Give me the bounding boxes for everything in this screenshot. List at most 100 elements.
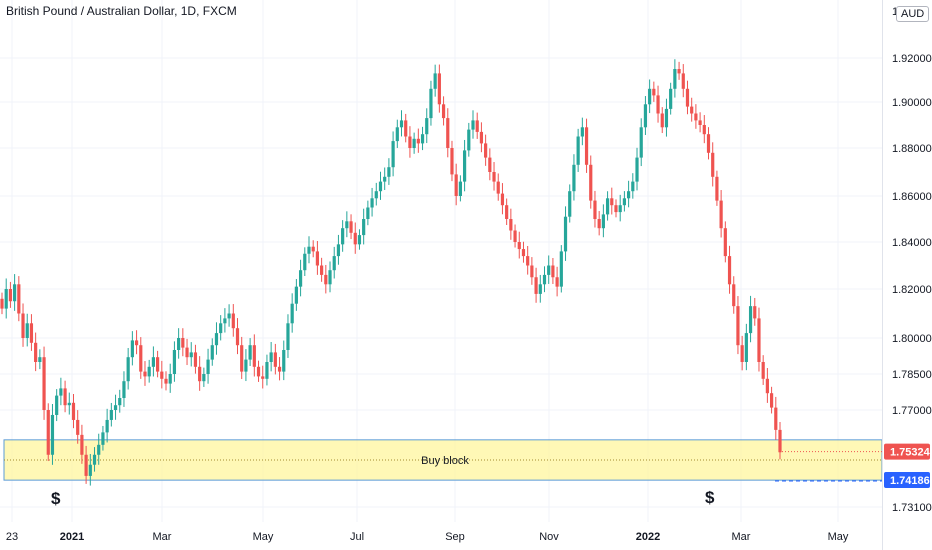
candle-body	[13, 284, 17, 302]
candle-body	[71, 402, 76, 420]
x-tick-label: 2022	[636, 531, 660, 543]
candle-body	[736, 306, 740, 346]
candle-body	[563, 216, 568, 252]
candle-body	[437, 73, 441, 105]
candle-body	[526, 256, 530, 266]
y-tick-label: 1.77000	[892, 405, 932, 417]
time-axis[interactable]: 23 2021 Mar May Jul Sep Nov 2022 Mar May	[6, 531, 849, 543]
candle-body	[719, 200, 723, 229]
candle-body	[622, 198, 626, 206]
candle-body	[614, 205, 618, 213]
candle-body	[416, 138, 420, 144]
dollar-marker-1: $	[51, 489, 61, 508]
candle-body	[269, 352, 273, 362]
candle-body	[362, 219, 366, 236]
candle-body	[55, 395, 59, 415]
candle-body	[151, 357, 155, 367]
candle-body	[542, 274, 547, 285]
candle-body	[294, 286, 298, 304]
candle-body	[660, 113, 664, 128]
candle-body	[702, 125, 706, 135]
candle-body	[711, 152, 715, 177]
candle-body	[324, 274, 328, 285]
candle-body	[769, 393, 774, 408]
candle-body	[391, 141, 395, 168]
candle-body	[559, 251, 563, 287]
candle-body	[462, 150, 467, 182]
candle-body	[580, 127, 584, 137]
candle-body	[471, 120, 475, 130]
candle-body	[673, 69, 677, 89]
candle-body	[139, 345, 143, 372]
candle-body	[42, 357, 46, 410]
candle-body	[320, 265, 324, 275]
y-tick-label: 1.82000	[892, 284, 932, 296]
y-tick-label: 1.78500	[892, 369, 932, 381]
candle-body	[118, 398, 122, 406]
candle-body	[210, 345, 214, 360]
candle-body	[732, 284, 736, 307]
candle-body	[248, 345, 252, 360]
candle-body	[383, 176, 387, 182]
candle-body	[399, 120, 404, 128]
candle-body	[134, 340, 139, 346]
candle-body	[740, 345, 744, 362]
candle-body	[101, 432, 105, 445]
candle-body	[181, 338, 185, 348]
candle-body	[420, 134, 425, 144]
candle-body	[0, 298, 4, 309]
candle-body	[425, 118, 429, 135]
candle-body	[631, 181, 635, 192]
candle-body	[551, 265, 555, 278]
candle-body	[256, 366, 261, 377]
candle-body	[25, 323, 29, 338]
price-axis[interactable]: 1.92000 1.90000 1.88000 1.86000 1.84000 1.820…	[892, 53, 932, 514]
y-tick-label: 1.92000	[892, 53, 932, 65]
chart-title: British Pound / Australian Dollar, 1D, F…	[6, 4, 237, 18]
candle-body	[513, 230, 517, 242]
last-price-label: 1.75324	[890, 447, 931, 459]
candle-body	[17, 284, 21, 314]
candle-body	[568, 191, 572, 217]
candle-body	[555, 277, 559, 287]
x-tick-label: Mar	[732, 531, 751, 543]
candle-body	[610, 198, 614, 206]
y-tick-label: 1.80000	[892, 333, 932, 345]
candle-body	[450, 148, 454, 175]
candle-body	[479, 131, 484, 144]
candle-body	[669, 88, 673, 109]
candle-body	[685, 88, 690, 107]
candle-body	[345, 221, 349, 229]
candle-body	[484, 143, 488, 158]
grid-lines	[0, 0, 882, 522]
candle-body	[223, 318, 227, 324]
candle-body	[395, 127, 399, 142]
candle-body	[214, 333, 219, 346]
candle-body	[378, 181, 383, 192]
candle-body	[63, 388, 67, 406]
top-scale-label: 1	[892, 6, 898, 18]
x-tick-label: 23	[6, 531, 18, 543]
candle-body	[761, 362, 765, 379]
candle-body	[311, 246, 315, 252]
dollar-marker-2: $	[705, 488, 715, 507]
currency-badge[interactable]: AUD	[896, 6, 930, 22]
candle-body	[677, 69, 681, 74]
candle-body	[244, 359, 248, 372]
y-tick-label: 1.84000	[892, 237, 932, 249]
candle-body	[753, 306, 757, 319]
candle-body	[8, 289, 13, 302]
candle-body	[177, 338, 181, 350]
candle-body	[690, 106, 694, 114]
y-tick-label: 1.90000	[892, 97, 932, 109]
candles-series	[0, 59, 782, 486]
candle-body	[534, 277, 538, 294]
candle-body	[492, 172, 496, 182]
level-price-tag: 1.74186	[884, 471, 930, 488]
candle-body	[34, 342, 38, 362]
candle-body	[122, 381, 126, 398]
candle-body	[454, 174, 458, 196]
candle-body	[517, 242, 521, 250]
candle-body	[172, 350, 177, 374]
